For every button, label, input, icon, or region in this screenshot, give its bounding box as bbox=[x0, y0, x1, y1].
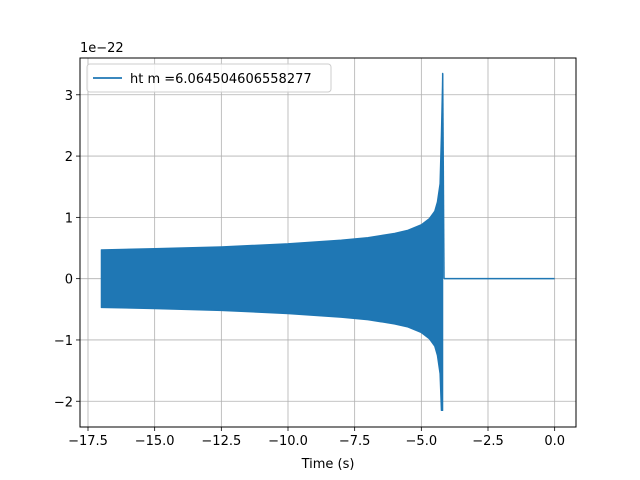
y-tick-label: −1 bbox=[54, 334, 73, 349]
legend-box bbox=[86, 63, 332, 93]
legend-label: ht m =6.064504606558277 bbox=[130, 72, 312, 87]
legend: ht m =6.064504606558277 bbox=[86, 63, 332, 93]
series-oscillation-envelope bbox=[100, 72, 444, 412]
y-offset-text: 1e−22 bbox=[80, 41, 124, 56]
y-tick-label: 2 bbox=[65, 150, 73, 165]
y-tick-label: 0 bbox=[65, 273, 73, 288]
x-axis-label: Time (s) bbox=[301, 457, 355, 472]
x-tick-label: −7.5 bbox=[339, 434, 371, 449]
x-tick-label: −10.0 bbox=[268, 434, 308, 449]
x-tick-label: −2.5 bbox=[472, 434, 504, 449]
x-tick-label: −17.5 bbox=[68, 434, 108, 449]
plot-frame bbox=[79, 57, 577, 428]
x-tick-label: −5.0 bbox=[406, 434, 438, 449]
y-tick-label: −2 bbox=[54, 395, 73, 410]
series-ringdown bbox=[441, 73, 445, 279]
x-tick-label: −12.5 bbox=[201, 434, 241, 449]
x-tick-label: 0.0 bbox=[544, 434, 565, 449]
series-layer bbox=[100, 72, 555, 412]
x-tick-label: −15.0 bbox=[135, 434, 175, 449]
y-tick-label: 3 bbox=[65, 89, 73, 104]
ticks: −17.5 −15.0 −12.5 −10.0 −7.5 −5.0 −2.5 0.0 −2 −1 0… bbox=[54, 89, 565, 449]
y-tick-label: 1 bbox=[65, 211, 73, 226]
